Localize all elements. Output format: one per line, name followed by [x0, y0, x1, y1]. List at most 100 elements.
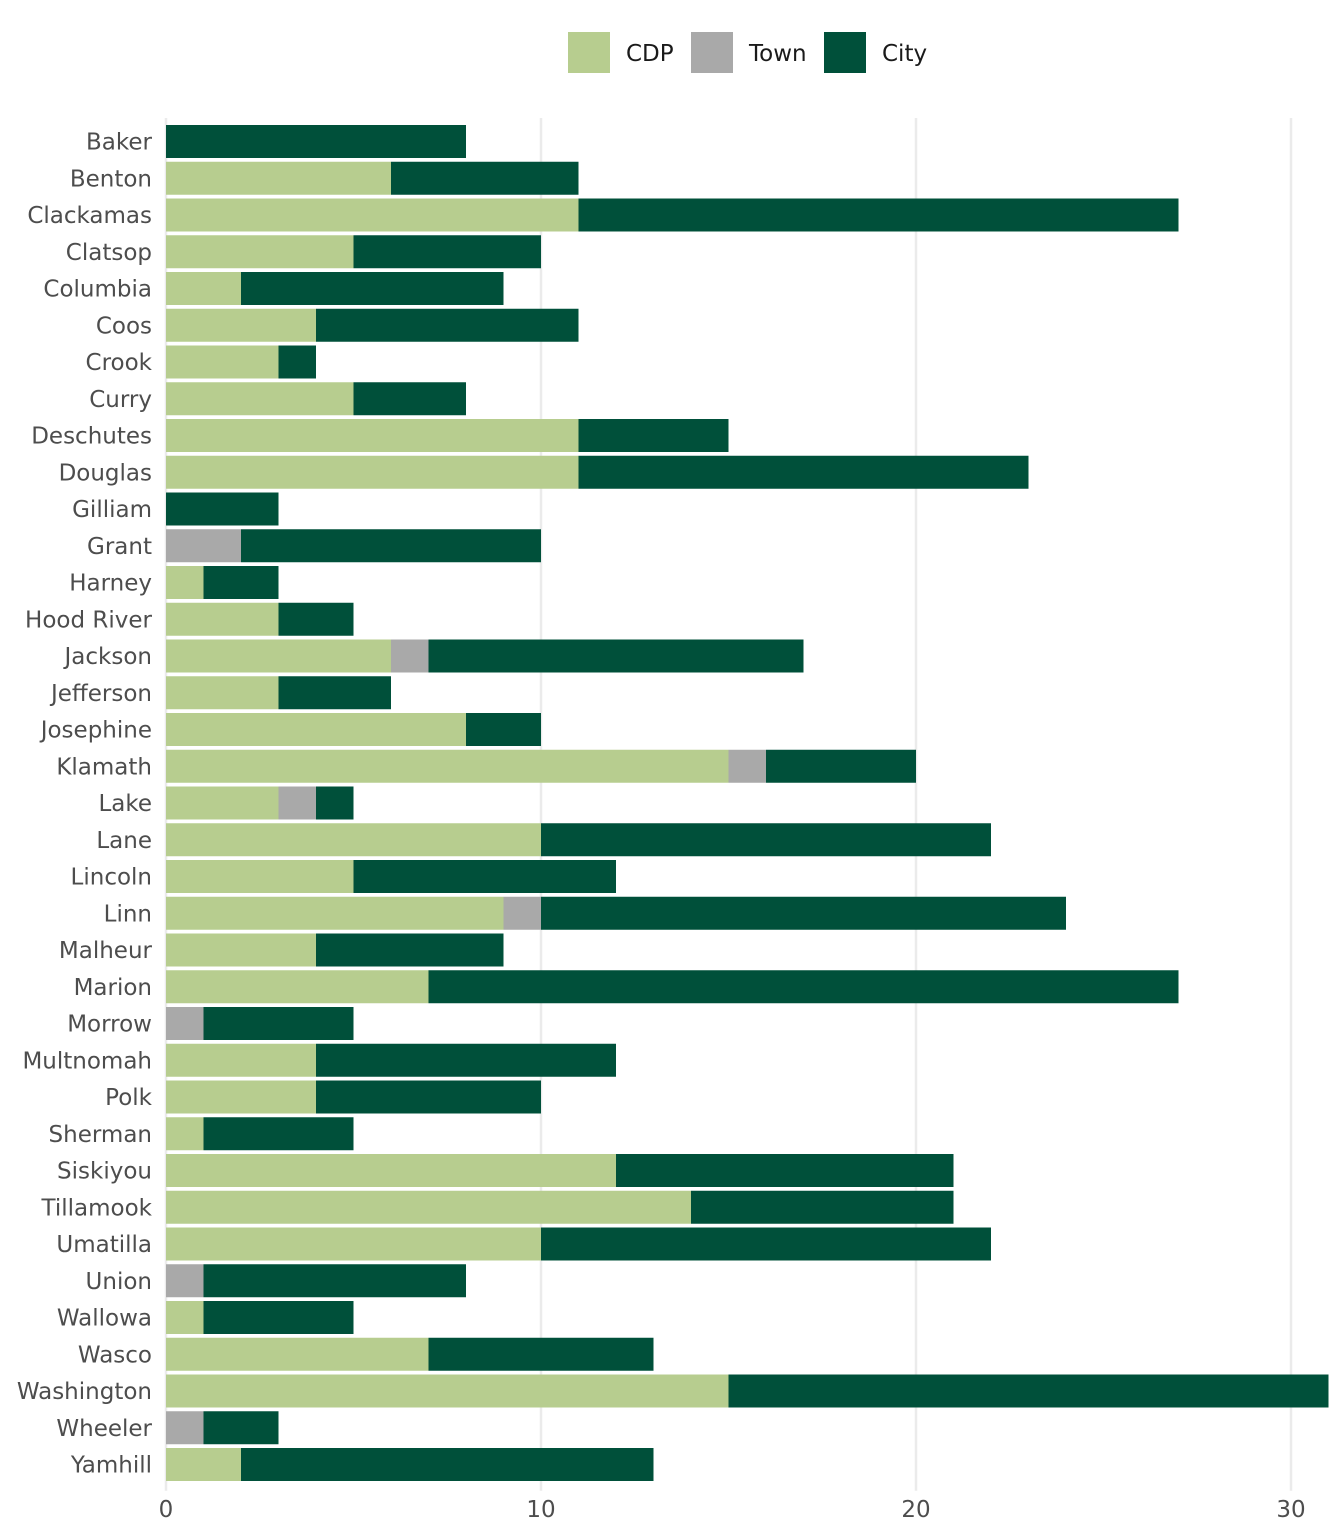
bar-columbia-city: [241, 272, 504, 305]
bar-coos-cdp: [166, 308, 316, 342]
legend-label-cdp: CDP: [626, 41, 674, 67]
category-label: Union: [86, 1269, 152, 1295]
bar-lincoln-cdp: [166, 860, 354, 893]
bar-union-city: [203, 1264, 466, 1298]
bar-lake-cdp: [166, 786, 279, 820]
bar-jefferson-cdp: [166, 676, 279, 710]
category-label: Jefferson: [49, 681, 152, 707]
category-label: Malheur: [59, 938, 153, 964]
category-label: Lake: [98, 791, 152, 817]
category-label: Clackamas: [27, 203, 152, 229]
category-label: Polk: [105, 1085, 153, 1111]
bar-wasco-cdp: [166, 1337, 429, 1371]
category-label: Klamath: [56, 754, 152, 780]
bar-yamhill-cdp: [166, 1448, 241, 1481]
bar-yamhill-city: [241, 1448, 654, 1481]
bar-benton-cdp: [166, 161, 391, 195]
category-label: Crook: [86, 350, 153, 376]
bar-hood-river-cdp: [166, 602, 279, 636]
category-label: Grant: [87, 534, 152, 560]
category-label: Wallowa: [57, 1306, 152, 1332]
bar-sherman-city: [203, 1117, 354, 1151]
bar-jackson-city: [428, 639, 804, 673]
category-label: Hood River: [25, 607, 152, 633]
bar-klamath-town: [728, 749, 766, 783]
bar-crook-cdp: [166, 345, 279, 379]
bar-siskiyou-city: [616, 1154, 954, 1187]
bar-lane-city: [541, 823, 991, 857]
x-tick-label: 30: [1276, 1497, 1305, 1523]
bar-linn-town: [503, 896, 541, 930]
category-label: Jackson: [63, 644, 152, 670]
bar-malheur-city: [316, 933, 504, 967]
legend-key-town: [691, 32, 733, 73]
category-label: Marion: [74, 975, 152, 1001]
bar-wasco-city: [428, 1337, 654, 1371]
bar-klamath-city: [766, 749, 916, 783]
bar-tillamook-cdp: [166, 1190, 691, 1224]
bar-coos-city: [316, 308, 579, 342]
x-tick-label: 10: [526, 1497, 555, 1523]
bar-crook-city: [278, 345, 316, 379]
value-axis: 0 10 20 30: [159, 1497, 1306, 1523]
category-label: Curry: [89, 387, 152, 413]
bar-curry-cdp: [166, 382, 354, 416]
bar-siskiyou-cdp: [166, 1154, 616, 1187]
category-label: Umatilla: [56, 1232, 152, 1258]
legend: CDP Town City: [568, 32, 927, 73]
bar-lake-town: [278, 786, 316, 820]
category-label: Yamhill: [70, 1453, 152, 1479]
bar-grant-city: [241, 529, 541, 563]
category-label: Gilliam: [72, 497, 152, 523]
bar-umatilla-cdp: [166, 1227, 541, 1261]
category-label: Washington: [17, 1379, 152, 1405]
legend-label-town: Town: [748, 41, 807, 67]
bar-morrow-city: [203, 1007, 354, 1040]
bar-curry-city: [353, 382, 466, 416]
x-tick-label: 0: [159, 1497, 174, 1523]
bar-linn-city: [541, 896, 1066, 930]
category-label: Harney: [69, 571, 152, 597]
bar-douglas-city: [578, 455, 1029, 489]
category-label: Sherman: [49, 1122, 152, 1148]
category-label: Baker: [86, 130, 153, 156]
bar-harney-cdp: [166, 566, 204, 599]
bar-jackson-town: [391, 639, 429, 673]
bar-malheur-cdp: [166, 933, 316, 967]
bar-layer: [166, 125, 1329, 1481]
bar-marion-city: [428, 970, 1179, 1004]
x-tick-label: 20: [901, 1497, 930, 1523]
bar-klamath-cdp: [166, 749, 729, 783]
bar-josephine-cdp: [166, 713, 466, 746]
category-label: Deschutes: [31, 424, 152, 450]
bar-clatsop-city: [353, 235, 541, 269]
bar-douglas-cdp: [166, 455, 579, 489]
legend-key-cdp: [568, 32, 610, 73]
category-label: Morrow: [67, 1012, 152, 1038]
bar-lane-cdp: [166, 823, 541, 857]
bar-columbia-cdp: [166, 272, 241, 305]
bar-wheeler-city: [203, 1411, 279, 1445]
legend-label-city: City: [882, 41, 927, 67]
bar-washington-city: [728, 1374, 1329, 1408]
bar-union-town: [166, 1264, 204, 1298]
bar-umatilla-city: [541, 1227, 991, 1261]
bar-polk-city: [316, 1080, 541, 1114]
bar-morrow-town: [166, 1007, 204, 1040]
category-label: Benton: [70, 166, 152, 192]
category-label: Douglas: [59, 460, 152, 486]
bar-josephine-city: [466, 713, 541, 746]
category-label: Clatsop: [66, 240, 152, 266]
category-label: Josephine: [39, 718, 152, 744]
bar-wheeler-town: [166, 1411, 204, 1445]
bar-clatsop-cdp: [166, 235, 354, 269]
category-label: Tillamook: [41, 1195, 153, 1221]
bar-multnomah-cdp: [166, 1043, 316, 1077]
bar-multnomah-city: [316, 1043, 616, 1077]
bar-lake-city: [316, 786, 354, 820]
bar-jefferson-city: [278, 676, 391, 710]
bar-linn-cdp: [166, 896, 504, 930]
bar-gilliam-city: [166, 492, 279, 526]
